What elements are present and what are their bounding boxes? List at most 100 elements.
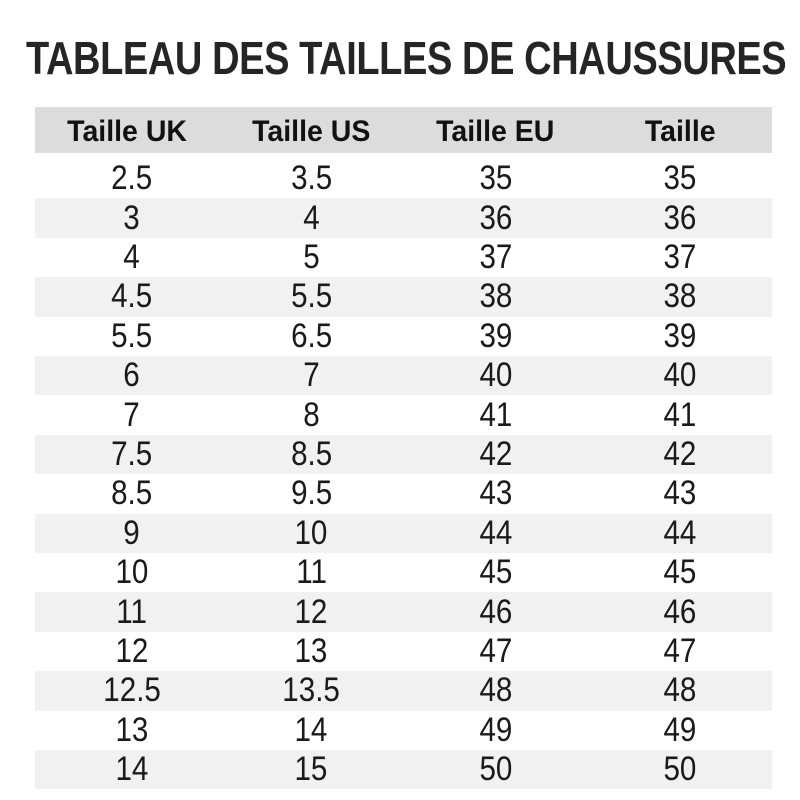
table-cell: 7 <box>35 395 219 434</box>
table-row: 4 5 37 37 <box>35 238 772 277</box>
table-cell: 10 <box>219 514 403 553</box>
table-cell: 10 <box>35 553 219 592</box>
table-cell: 48 <box>588 671 772 710</box>
table-cell: 13 <box>219 632 403 671</box>
table-cell-value: 12 <box>115 631 149 670</box>
table-cell-value: 5 <box>303 238 320 277</box>
table-cell: 49 <box>404 711 588 750</box>
table-cell-value: 8.5 <box>290 435 332 474</box>
header-row: Taille UK Taille US Taille EU Taille <box>35 107 772 160</box>
table-cell: 42 <box>588 435 772 474</box>
table-row: 7.5 8.5 42 42 <box>35 434 772 475</box>
table-cell-value: 36 <box>479 198 513 237</box>
size-chart-header: Taille UK Taille US Taille EU Taille <box>35 107 772 160</box>
table-cell-value: 8.5 <box>111 474 153 513</box>
table-cell: 14 <box>219 711 403 750</box>
table-cell: 43 <box>588 474 772 513</box>
table-cell: 6.5 <box>219 317 403 356</box>
table-cell: 36 <box>588 198 772 237</box>
table-cell: 50 <box>588 750 772 789</box>
table-cell: 47 <box>404 632 588 671</box>
table-cell-value: 9.5 <box>290 474 332 513</box>
table-cell: 44 <box>404 514 588 553</box>
table-cell: 40 <box>588 356 772 395</box>
table-cell-value: 9 <box>123 513 140 552</box>
table-cell: 46 <box>404 592 588 631</box>
table-cell: 12.5 <box>35 671 219 710</box>
table-cell-value: 46 <box>479 592 513 631</box>
table-cell: 14 <box>35 750 219 789</box>
table-cell-value: 13.5 <box>282 671 341 710</box>
table-cell-value: 44 <box>663 513 697 552</box>
table-cell-value: 42 <box>479 435 513 474</box>
table-cell: 4.5 <box>35 277 219 316</box>
table-cell-value: 38 <box>663 277 697 316</box>
table-cell-value: 14 <box>115 750 149 789</box>
table-cell-value: 13 <box>294 631 328 670</box>
table-cell-value: 41 <box>479 395 513 434</box>
table-cell: 2.5 <box>35 159 219 198</box>
table-row: 8.5 9.5 43 43 <box>35 474 772 513</box>
size-chart-table: Taille UK Taille US Taille EU Taille 2.5 3.5… <box>35 107 772 790</box>
table-cell-value: 35 <box>663 159 697 198</box>
table-row: 12.5 13.5 48 48 <box>35 671 772 711</box>
table-cell-value: 7.5 <box>111 435 153 474</box>
table-cell: 43 <box>404 474 588 513</box>
table-cell-value: 40 <box>663 356 697 395</box>
table-cell: 41 <box>404 395 588 434</box>
table-cell: 12 <box>35 632 219 671</box>
table-cell-value: 7 <box>303 356 320 395</box>
table-cell-value: 49 <box>663 710 697 749</box>
table-cell-value: 45 <box>479 553 513 592</box>
table-cell-value: 37 <box>479 238 513 277</box>
table-cell: 49 <box>588 711 772 750</box>
table-cell: 11 <box>219 553 403 592</box>
table-cell-value: 2.5 <box>111 159 153 198</box>
table-cell: 11 <box>35 592 219 631</box>
table-cell-value: 3.5 <box>290 159 332 198</box>
table-cell-value: 47 <box>663 631 697 670</box>
table-cell-value: 39 <box>479 316 513 355</box>
table-cell-value: 11 <box>296 553 327 592</box>
table-cell-value: 3 <box>123 198 140 237</box>
table-cell: 37 <box>404 238 588 277</box>
table-cell-value: 4.5 <box>111 277 153 316</box>
table-row: 7 8 41 41 <box>35 395 772 434</box>
table-cell: 9 <box>35 514 219 553</box>
column-header-label: Taille EU <box>436 114 555 148</box>
table-cell-value: 36 <box>663 198 697 237</box>
table-cell: 8.5 <box>219 435 403 474</box>
table-cell: 41 <box>588 395 772 434</box>
table-cell: 46 <box>588 592 772 631</box>
table-cell-value: 11 <box>116 592 147 631</box>
table-cell-value: 45 <box>663 553 697 592</box>
table-cell-value: 4 <box>303 198 320 237</box>
table-row: 12 13 47 47 <box>35 632 772 671</box>
column-header-label: Taille <box>644 114 716 148</box>
table-cell-value: 50 <box>479 750 513 789</box>
table-row: 9 10 44 44 <box>35 513 772 553</box>
table-row: 14 15 50 50 <box>35 749 772 790</box>
table-cell-value: 39 <box>663 316 697 355</box>
table-cell-value: 6.5 <box>290 316 332 355</box>
table-cell: 45 <box>588 553 772 592</box>
table-cell-value: 13 <box>115 710 149 749</box>
table-cell: 3.5 <box>219 159 403 198</box>
table-cell: 8.5 <box>35 474 219 513</box>
table-cell-value: 44 <box>479 513 513 552</box>
table-cell: 3 <box>35 198 219 237</box>
column-header: Taille EU <box>403 107 588 160</box>
column-header-label: Taille UK <box>67 114 188 148</box>
table-cell-value: 42 <box>663 435 697 474</box>
table-cell: 5.5 <box>35 317 219 356</box>
table-cell-value: 12.5 <box>102 671 161 710</box>
table-cell: 40 <box>404 356 588 395</box>
table-cell: 13 <box>35 711 219 750</box>
table-cell: 4 <box>219 198 403 237</box>
table-cell-value: 41 <box>663 395 697 434</box>
table-cell: 5.5 <box>219 277 403 316</box>
table-cell-value: 6 <box>123 356 140 395</box>
table-cell-value: 8 <box>303 395 320 434</box>
table-cell: 48 <box>404 671 588 710</box>
table-cell: 38 <box>588 277 772 316</box>
